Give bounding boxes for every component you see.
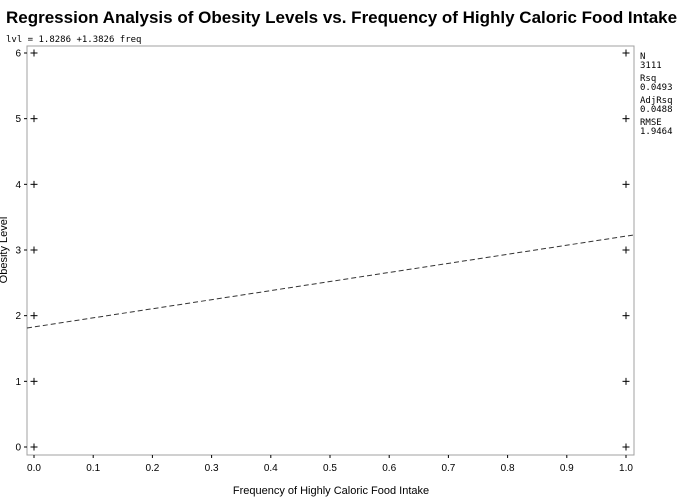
stat-label: N — [640, 52, 645, 62]
data-point — [30, 180, 38, 188]
fit-line — [26, 234, 635, 329]
x-axis: 0.0 0.1 0.2 0.3 0.4 0.5 0.6 0.7 0.8 0.9 1.0 — [27, 455, 633, 474]
y-tick-label: 5 — [15, 114, 21, 125]
data-point — [622, 377, 630, 385]
chart-title: Regression Analysis of Obesity Levels vs… — [6, 8, 677, 27]
stat-value: 0.0493 — [640, 83, 673, 93]
stat-value: 0.0488 — [640, 105, 673, 115]
data-point — [622, 49, 630, 57]
data-point — [30, 312, 38, 320]
data-point — [30, 246, 38, 254]
stat-value: 3111 — [640, 61, 662, 71]
y-tick-label: 2 — [15, 311, 21, 322]
data-point — [622, 443, 630, 451]
x-axis-label: Frequency of Highly Caloric Food Intake — [233, 485, 429, 497]
x-tick-label: 0.5 — [323, 463, 337, 474]
y-axis-label: Obesity Level — [0, 217, 10, 284]
data-point — [622, 180, 630, 188]
data-points — [30, 49, 630, 451]
data-point — [622, 246, 630, 254]
x-tick-label: 0.6 — [382, 463, 396, 474]
y-tick-label: 4 — [15, 180, 21, 191]
x-tick-label: 0.1 — [86, 463, 100, 474]
plot-frame — [26, 45, 635, 456]
regression-equation: lvl = 1.8286 +1.3826 freq — [6, 35, 141, 45]
stat-label: RMSE — [640, 118, 662, 128]
y-tick-label: 0 — [15, 443, 21, 454]
y-tick-label: 3 — [15, 246, 21, 257]
stat-label: Rsq — [640, 74, 656, 84]
stat-value: 1.9464 — [640, 127, 673, 137]
data-point — [622, 312, 630, 320]
y-tick-label: 6 — [15, 49, 21, 60]
y-tick-label: 1 — [15, 377, 21, 388]
data-point — [30, 443, 38, 451]
x-tick-label: 0.9 — [560, 463, 574, 474]
data-point — [30, 115, 38, 123]
data-point — [622, 115, 630, 123]
stat-label: AdjRsq — [640, 96, 673, 106]
x-tick-label: 0.4 — [264, 463, 278, 474]
y-axis: 0 1 2 3 4 5 6 — [15, 49, 27, 454]
x-tick-label: 0.8 — [501, 463, 515, 474]
x-tick-label: 0.0 — [27, 463, 41, 474]
x-tick-label: 0.7 — [441, 463, 455, 474]
data-point — [30, 49, 38, 57]
x-tick-label: 0.2 — [145, 463, 159, 474]
x-tick-label: 0.3 — [205, 463, 219, 474]
data-point — [30, 377, 38, 385]
x-tick-label: 1.0 — [619, 463, 633, 474]
